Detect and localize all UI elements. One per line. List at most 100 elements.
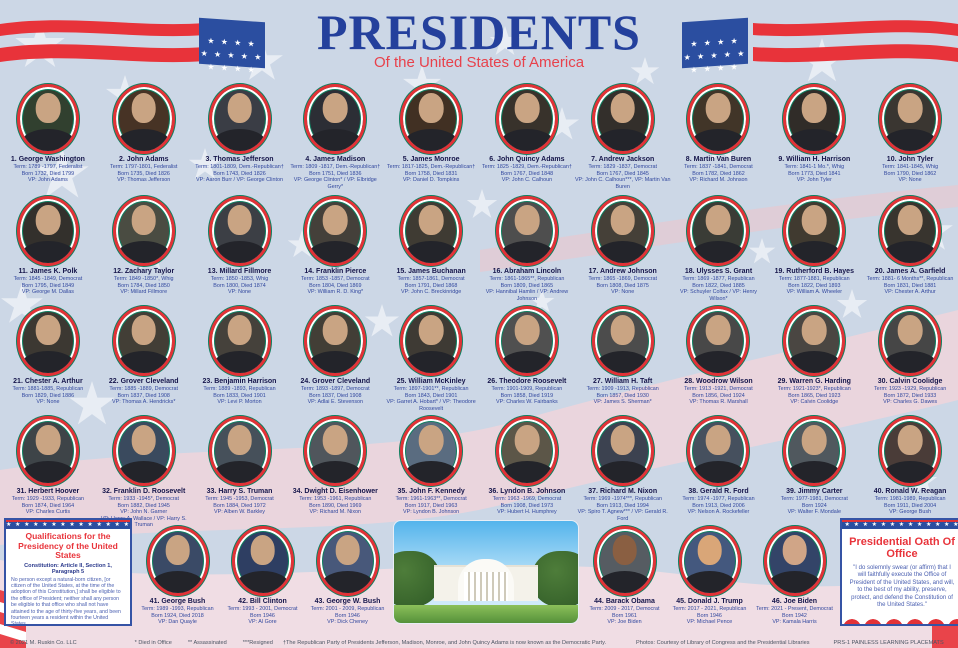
president-vp: VP: Levi P. Morton — [217, 399, 262, 406]
president-card: 42. Bill Clinton Term: 1993 - 2001, Demo… — [220, 526, 305, 626]
president-name: 11. James K. Polk — [18, 268, 78, 275]
president-life: Born 1865, Died 1923 — [788, 392, 841, 399]
president-vp: VP: George M. Dallas — [21, 289, 74, 296]
president-card: 34. Dwight D. Eisenhower Term: 1953 -196… — [287, 416, 383, 529]
president-portrait — [783, 306, 846, 376]
president-life: Born 1767, Died 1848 — [500, 170, 554, 177]
president-portrait — [146, 526, 209, 596]
president-life: Born 1857, Died 1930 — [596, 392, 649, 399]
president-vp: VP: Al Gore — [248, 619, 277, 626]
footer: © 2021 M. Ruskin Co. LLC * Died in Offic… — [0, 640, 958, 646]
president-portrait — [112, 196, 175, 266]
white-house-building — [434, 559, 538, 601]
president-vp: VP: Garret A. Hobart* / VP: Theodore Roo… — [386, 399, 476, 412]
president-portrait — [400, 306, 463, 376]
president-vp: VP: Charles Curtis — [25, 509, 71, 516]
president-vp: VP: Daniel D. Tompkins — [402, 177, 460, 184]
president-portrait — [304, 416, 367, 486]
portrait-shoulders — [117, 461, 171, 483]
president-term: Term: 1963 -1969, Democrat — [492, 496, 562, 502]
president-portrait — [763, 526, 826, 596]
portrait-head — [782, 534, 807, 565]
portrait-head — [610, 424, 635, 455]
president-card: 9. William H. Harrison Term: 1841-1 Mo.*… — [766, 84, 862, 190]
portrait-head — [131, 424, 157, 455]
portrait-shoulders — [151, 571, 204, 593]
footnote-resigned: ***Resigned — [242, 640, 273, 646]
president-term: Term: 2001 - 2009, Republican — [310, 606, 385, 612]
oath-body: "I do solemnly swear (or affirm) that I … — [849, 565, 955, 609]
president-card: 10. John Tyler Term: 1841-1845, Whig Bor… — [862, 84, 958, 190]
portrait-head — [801, 314, 827, 345]
portrait-shoulders — [683, 571, 736, 593]
president-life: Born 1808, Died 1875 — [596, 282, 649, 289]
president-life: Born 1884, Died 1972 — [213, 502, 266, 509]
president-life: Born 1858, Died 1919 — [500, 392, 554, 399]
portrait-head — [418, 92, 444, 123]
portrait-head — [697, 534, 722, 565]
president-life: Born 1872, Died 1933 — [883, 392, 937, 399]
portrait-head — [250, 534, 275, 565]
president-term: Term: 1801-1809, Dem.-Republican† — [195, 164, 284, 170]
president-life: Born 1784, Died 1850 — [117, 282, 170, 289]
president-term: Term: 1993 - 2001, Democrat — [227, 606, 298, 612]
president-term: Term: 1825 -1829, Dem.-Republican† — [481, 164, 572, 170]
president-life: Born 1837, Died 1908 — [309, 392, 362, 399]
president-name: 22. Grover Cleveland — [108, 378, 179, 385]
president-life: Born 1946 — [697, 612, 722, 619]
president-life: Born 1856, Died 1924 — [692, 392, 745, 399]
president-portrait — [591, 196, 654, 266]
president-term: Term: 1849 -1850*, Whig — [113, 276, 174, 282]
portrait-shoulders — [787, 461, 841, 483]
president-name: 28. Woodrow Wilson — [684, 378, 753, 385]
portrait-head — [227, 92, 252, 123]
portrait-shoulders — [21, 241, 75, 263]
portrait-head — [131, 204, 157, 235]
president-vp: VP: James S. Sherman* — [593, 399, 652, 406]
president-vp: VP: George Clinton* / VP: Elbridge Gerry… — [293, 177, 377, 190]
president-vp: VP: Dan Quayle — [158, 619, 197, 626]
president-vp: VP: Charles W. Fairbanks — [496, 399, 558, 406]
president-term: Term: 1981-1989, Republican — [874, 496, 946, 502]
president-vp: VP: None — [36, 399, 60, 406]
portrait-shoulders — [117, 241, 171, 263]
president-card: 33. Harry S. Truman Term: 1945 -1953, De… — [192, 416, 288, 529]
president-name: 14. Franklin Pierce — [304, 268, 367, 275]
portrait-shoulders — [883, 461, 937, 483]
president-name: 23. Benjamin Harrison — [202, 378, 277, 385]
president-vp: VP: John C. Calhoun — [501, 177, 553, 184]
president-card: 44. Barack Obama Term: 2009 - 2017, Demo… — [582, 526, 667, 626]
portrait-head — [418, 424, 444, 455]
portrait-head — [610, 92, 635, 123]
president-life: Born 1809, Died 1865 — [500, 282, 554, 289]
president-term: Term: 1889 -1893, Republican — [203, 386, 276, 392]
president-term: Term: 1974 -1977, Republican — [682, 496, 755, 502]
portrait-shoulders — [213, 351, 266, 373]
president-name: 46. Joe Biden — [771, 598, 818, 605]
president-card: 45. Donald J. Trump Term: 2017 - 2021, R… — [667, 526, 752, 626]
president-life: Born 1773, Died 1841 — [788, 170, 841, 177]
portrait-shoulders — [500, 461, 554, 483]
president-life: Born 1917, Died 1963 — [404, 502, 458, 509]
president-life: Born 1782, Died 1862 — [692, 170, 745, 177]
president-vp: VP: Richard M. Johnson — [689, 177, 748, 184]
president-vp: VP: Calvin Coolidge — [790, 399, 839, 406]
portrait-head — [131, 314, 157, 345]
white-house-portico — [458, 559, 514, 601]
president-portrait — [591, 416, 654, 486]
portrait-shoulders — [404, 129, 458, 151]
header-stripes — [0, 20, 958, 63]
president-portrait — [16, 306, 79, 376]
portrait-shoulders — [596, 351, 649, 373]
president-card: 3. Thomas Jefferson Term: 1801-1809, Dem… — [192, 84, 288, 190]
portrait-head — [706, 92, 731, 123]
portrait-shoulders — [213, 461, 266, 483]
president-card: 7. Andrew Jackson Term: 1829 -1837, Demo… — [575, 84, 671, 190]
oath-box: ★ ★ ★ ★ ★ ★ ★ ★ ★ ★ ★ ★ ★ ★ ★ Presidenti… — [840, 518, 958, 626]
president-life: Born 1800, Died 1874 — [213, 282, 266, 289]
president-life: Born 1795, Died 1849 — [21, 282, 75, 289]
president-life: Born 1874, Died 1964 — [21, 502, 75, 509]
portrait-head — [322, 314, 348, 345]
president-life: Born 1743, Died 1826 — [213, 170, 266, 177]
president-term: Term: 1921-1923*, Republican — [777, 386, 851, 392]
